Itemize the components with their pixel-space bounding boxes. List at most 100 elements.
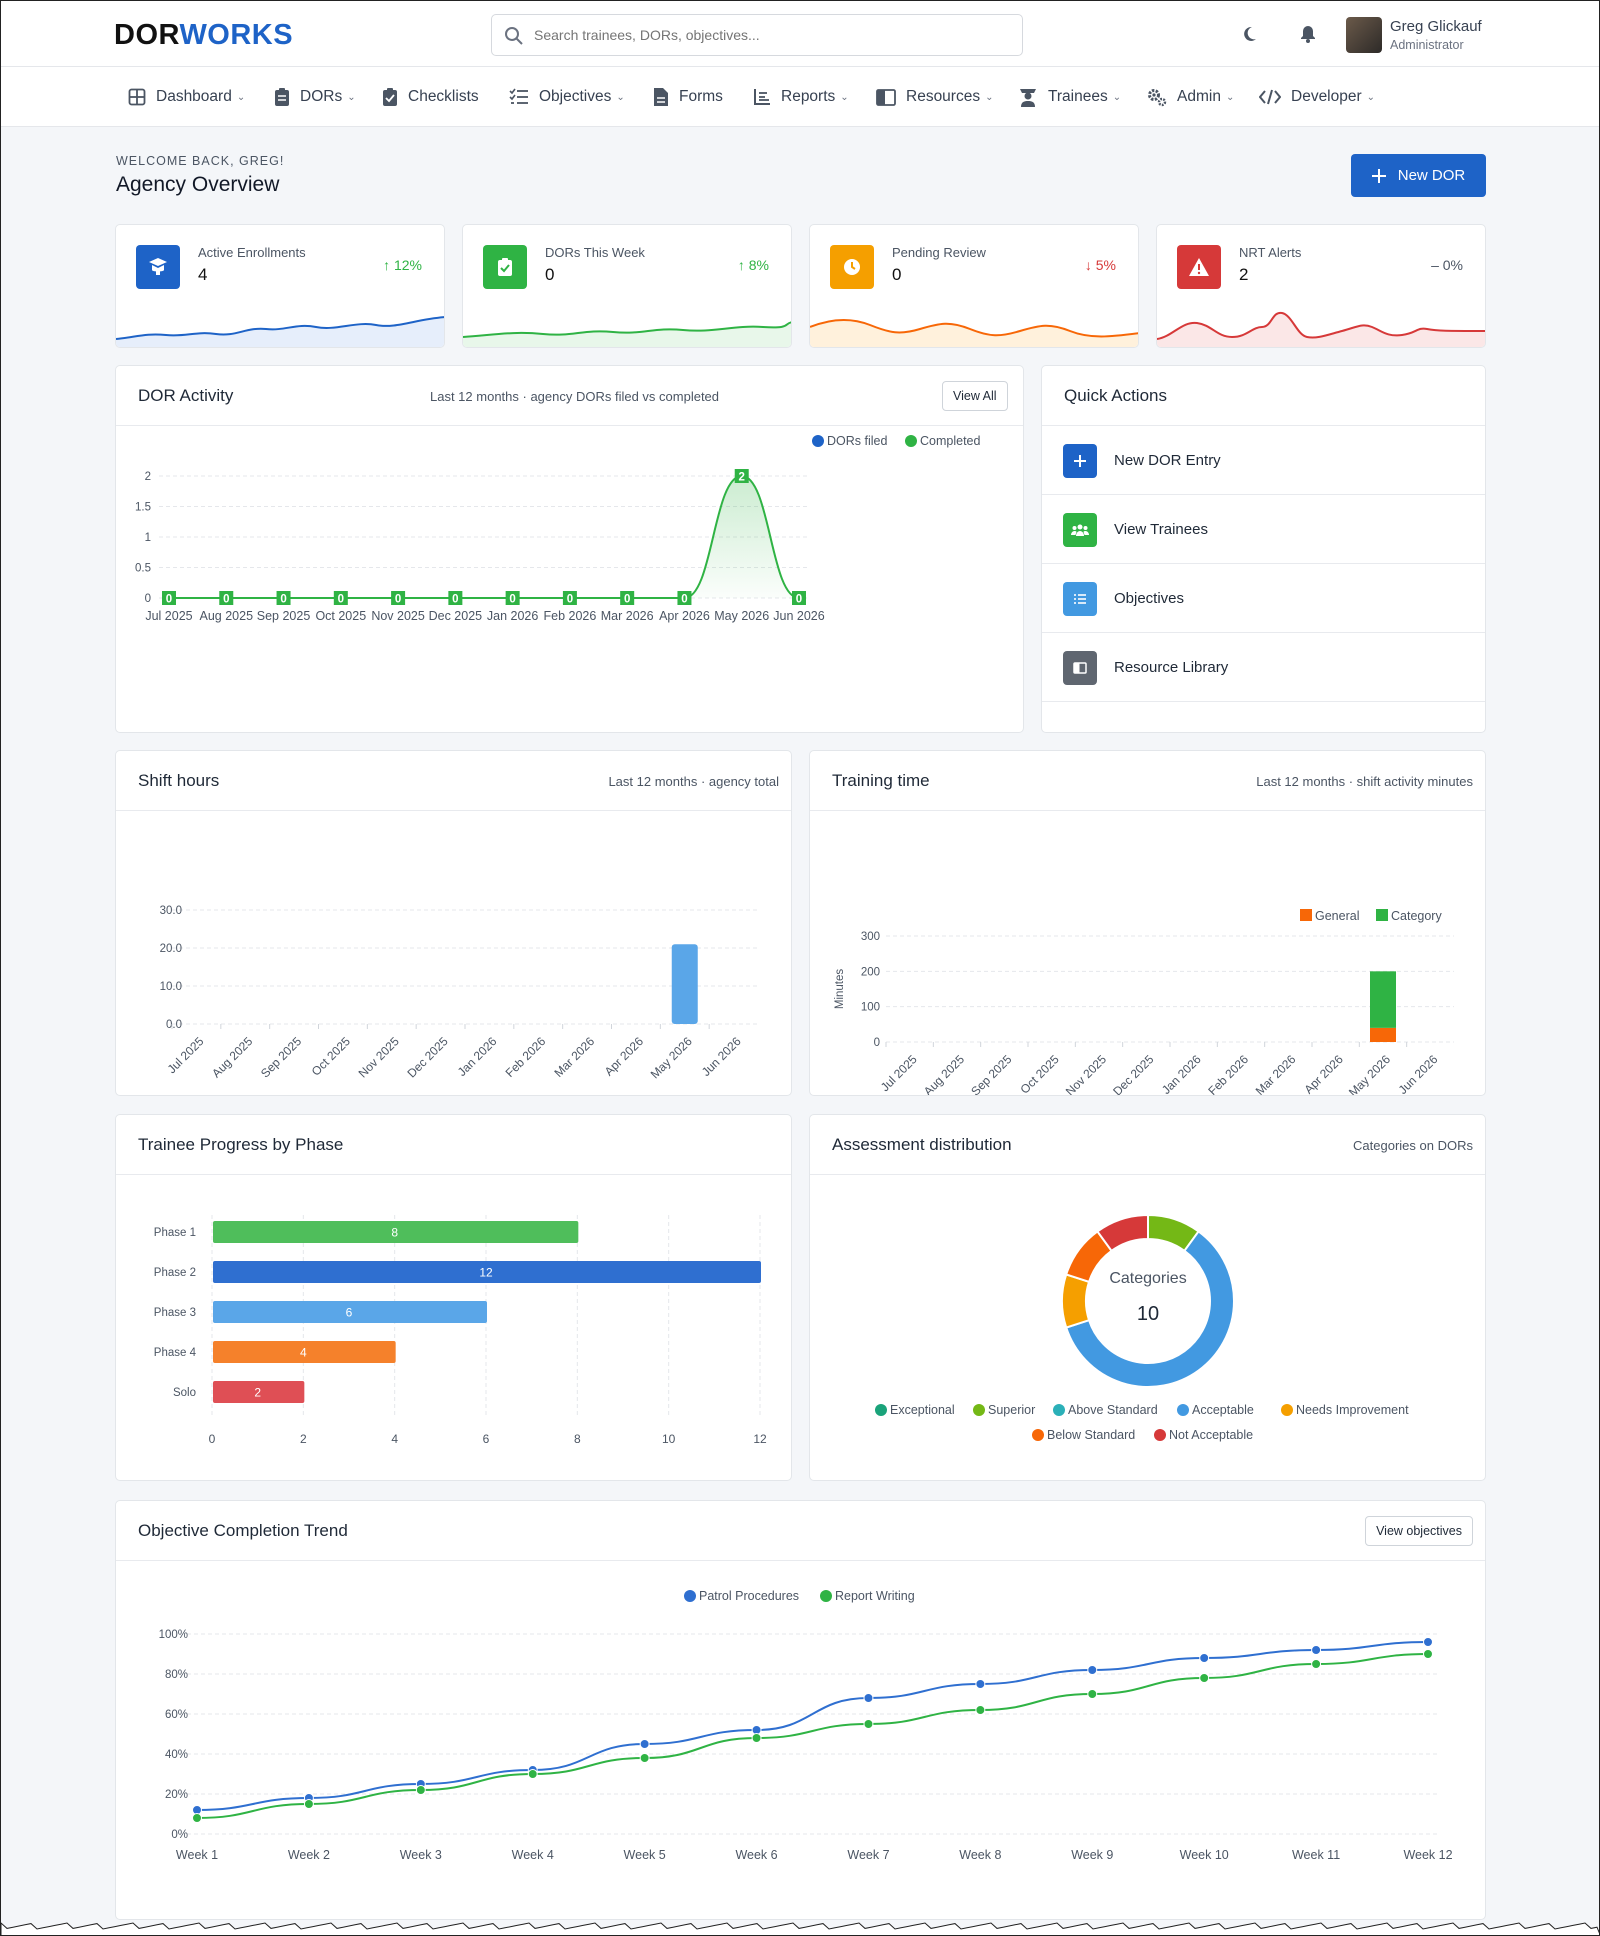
data-label: 0 <box>567 594 573 606</box>
x-tick-label: Week 8 <box>959 1848 1001 1862</box>
list-icon <box>509 88 528 104</box>
x-tick-label: Mar 2026 <box>551 1034 597 1080</box>
data-label: 0 <box>796 594 802 606</box>
card-header: Trainee Progress by Phase <box>116 1115 791 1175</box>
donut-slice <box>1064 1230 1235 1388</box>
data-label: 2 <box>254 1386 261 1400</box>
nav-label: Forms <box>679 88 723 105</box>
x-tick-label: Sep 2025 <box>257 609 311 623</box>
search-box[interactable] <box>491 14 1023 56</box>
x-tick-label: 6 <box>483 1432 490 1446</box>
stat-card-dors-week[interactable]: DORs This Week 0 ↑ 8% <box>462 224 792 348</box>
x-tick-label: 2 <box>300 1432 307 1446</box>
avatar[interactable] <box>1346 17 1382 53</box>
stat-card-enrollments[interactable]: Active Enrollments 4 ↑ 12% <box>115 224 445 348</box>
arrow-down-icon: ↓ <box>1084 257 1096 273</box>
nav-dors[interactable]: DORs ⌄ <box>274 67 356 127</box>
stat-card-pending[interactable]: Pending Review 0 ↓ 5% <box>809 224 1139 348</box>
gears-icon <box>1148 89 1167 107</box>
y-tick-label: 80% <box>165 1669 188 1681</box>
legend-label: Completed <box>920 434 980 448</box>
x-tick-label: Sep 2025 <box>258 1034 304 1080</box>
data-label-bg <box>505 591 520 605</box>
data-point <box>1311 1659 1322 1669</box>
stat-value: 0 <box>892 265 902 284</box>
dash-icon: – <box>1431 257 1443 273</box>
notifications-button[interactable] <box>1295 21 1321 47</box>
card-title: Trainee Progress by Phase <box>138 1135 344 1154</box>
nav-label: DORs <box>300 88 343 105</box>
data-point <box>415 1785 426 1795</box>
nav-label: Objectives <box>539 88 612 105</box>
y-tick-label: 2 <box>145 471 151 483</box>
sparkline <box>1157 311 1485 347</box>
nav-admin[interactable]: Admin ⌄ <box>1147 67 1234 127</box>
x-tick-label: Apr 2026 <box>1301 1052 1346 1095</box>
nav-trainees[interactable]: Trainees ⌄ <box>1018 67 1121 127</box>
card-subtitle: Last 12 months · shift activity minutes <box>1256 774 1473 789</box>
x-tick-label: Week 2 <box>288 1848 330 1862</box>
data-label-bg <box>276 591 291 605</box>
clock-icon <box>830 245 874 289</box>
book-icon <box>876 89 896 106</box>
arrow-up-icon: ↑ <box>383 257 394 273</box>
legend-marker <box>684 1590 696 1602</box>
dor-activity-chart: 0 0.5 1 1.5 2 Jul 2025 Aug 2025 Sep 2025 Oct 202… <box>135 434 980 623</box>
logo[interactable]: DORWORKS <box>114 19 294 51</box>
book-icon <box>1063 651 1097 685</box>
x-tick-label: 10 <box>662 1432 676 1446</box>
x-tick-label: Jul 2025 <box>878 1052 920 1094</box>
legend-label: Superior <box>988 1403 1035 1417</box>
view-objectives-button[interactable]: View objectives <box>1365 1516 1473 1546</box>
data-point <box>1087 1665 1098 1675</box>
data-point <box>975 1679 986 1689</box>
legend-label: Not Acceptable <box>1169 1428 1253 1442</box>
sparkline <box>463 321 791 347</box>
data-label: 0 <box>280 594 286 606</box>
checklist-icon <box>383 88 397 106</box>
stat-card-nrt-alerts[interactable]: NRT Alerts 2 – 0% <box>1156 224 1486 348</box>
quick-action-objectives[interactable]: Objectives <box>1042 564 1485 633</box>
y-tick-label: 1.5 <box>135 502 151 514</box>
card-header: DOR Activity Last 12 months · agency DOR… <box>116 366 1023 426</box>
x-tick-label: Aug 2025 <box>200 609 254 623</box>
nav-forms[interactable]: Forms <box>653 67 723 127</box>
welcome-text: WELCOME BACK, GREG! <box>116 154 285 168</box>
legend-label: Needs Improvement <box>1296 1403 1409 1417</box>
nav-dashboard[interactable]: Dashboard ⌄ <box>128 67 245 127</box>
dark-mode-toggle[interactable] <box>1236 21 1262 47</box>
view-all-button[interactable]: View All <box>942 381 1008 411</box>
quick-action-label: Resource Library <box>1114 659 1229 676</box>
legend-marker <box>1177 1404 1189 1416</box>
y-tick-label: 10.0 <box>160 981 182 993</box>
chevron-down-icon: ⌄ <box>236 91 246 103</box>
new-dor-button[interactable]: New DOR <box>1351 154 1486 197</box>
x-tick-label: Week 10 <box>1180 1848 1229 1862</box>
card-header: Shift hours Last 12 months · agency tota… <box>116 751 791 811</box>
assessment-card: Assessment distribution Categories on DO… <box>809 1114 1486 1481</box>
data-label-bg <box>162 591 176 605</box>
y-tick-label: Phase 1 <box>154 1227 196 1239</box>
card-title: Objective Completion Trend <box>138 1521 348 1540</box>
x-tick-label: Nov 2025 <box>356 1034 402 1080</box>
data-point <box>303 1799 314 1809</box>
nav-developer[interactable]: Developer ⌄ <box>1259 67 1375 127</box>
quick-action-resource-library[interactable]: Resource Library <box>1042 633 1485 702</box>
x-tick-label: 0 <box>209 1432 216 1446</box>
objective-trend-card: Objective Completion Trend View objectiv… <box>115 1500 1486 1920</box>
user-name[interactable]: Greg Glickauf <box>1390 18 1482 35</box>
nav-objectives[interactable]: Objectives ⌄ <box>509 67 625 127</box>
nav-checklists[interactable]: Checklists <box>382 67 479 127</box>
nav-resources[interactable]: Resources ⌄ <box>876 67 993 127</box>
nav-reports[interactable]: Reports ⌄ <box>753 67 849 127</box>
sparkline <box>810 319 1138 347</box>
quick-action-view-trainees[interactable]: View Trainees <box>1042 495 1485 564</box>
stat-label: Active Enrollments <box>198 245 306 260</box>
data-label-bg <box>620 591 635 605</box>
data-label-bg <box>333 591 348 605</box>
quick-action-new-dor[interactable]: New DOR Entry <box>1042 426 1485 495</box>
search-input[interactable] <box>534 15 1004 55</box>
legend-label: Exceptional <box>890 1403 955 1417</box>
x-tick-label: Jun 2026 <box>699 1034 744 1079</box>
data-label: 0 <box>681 594 687 606</box>
